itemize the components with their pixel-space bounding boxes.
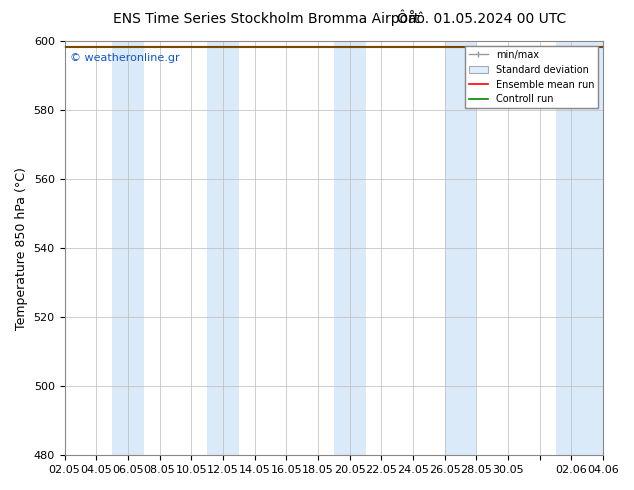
Bar <box>112 41 144 455</box>
Legend: min/max, Standard deviation, Ensemble mean run, Controll run: min/max, Standard deviation, Ensemble me… <box>465 46 598 108</box>
Bar <box>444 41 476 455</box>
Y-axis label: Temperature 850 hPa (°C): Temperature 850 hPa (°C) <box>15 167 28 330</box>
Text: Ôåô. 01.05.2024 00 UTC: Ôåô. 01.05.2024 00 UTC <box>398 12 566 26</box>
Bar <box>207 41 239 455</box>
Text: ENS Time Series Stockholm Bromma Airport: ENS Time Series Stockholm Bromma Airport <box>113 12 420 26</box>
Bar <box>555 41 603 455</box>
Bar <box>334 41 366 455</box>
Text: © weatheronline.gr: © weatheronline.gr <box>70 53 179 64</box>
